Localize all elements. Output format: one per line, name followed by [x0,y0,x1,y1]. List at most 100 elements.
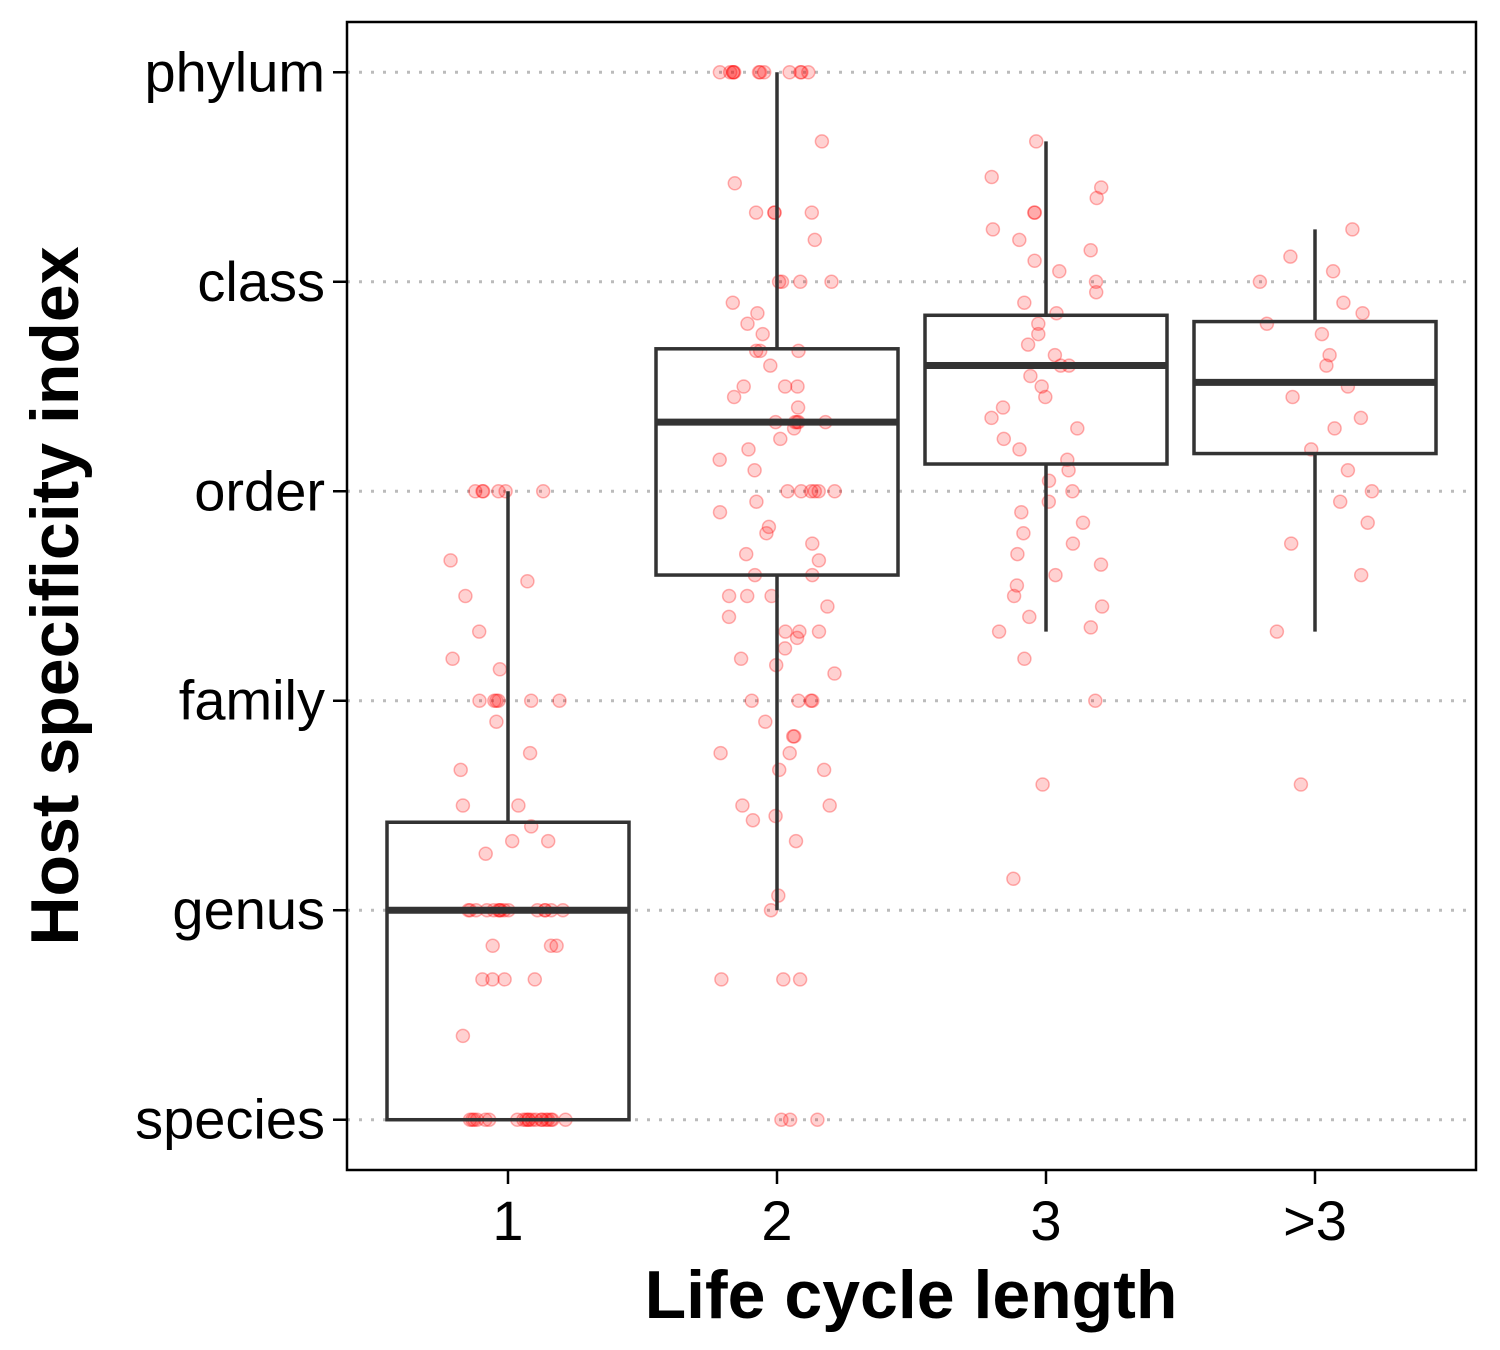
data-point [1022,609,1037,625]
data-point [827,484,842,499]
data-point [1070,421,1085,436]
data-point [814,134,830,149]
data-point [740,316,755,331]
data-point [492,662,508,677]
y-axis-title: Host specificity index [17,246,93,945]
data-point [807,232,823,248]
data-point [727,176,743,191]
data-point [1052,264,1067,279]
data-point [527,972,543,987]
data-point [1047,347,1063,363]
data-point [725,295,741,310]
data-point [758,714,773,729]
data-point [778,624,793,639]
data-point [1093,557,1109,572]
x-tick-label-1: 2 [761,1189,792,1252]
data-point [1010,546,1025,562]
data-point [790,379,805,394]
data-point [767,205,782,220]
data-point [520,574,535,589]
data-point [489,714,504,729]
data-point [726,389,742,405]
y-tick-label-class: class [197,250,325,313]
data-point [535,484,551,499]
y-tick-label-phylum: phylum [144,40,325,103]
data-point [822,798,837,813]
data-point [497,972,512,987]
data-point [744,693,760,708]
data-point [712,504,728,520]
data-point [1269,624,1285,639]
data-point [498,484,513,499]
data-point [712,65,728,80]
data-point [793,65,808,80]
data-point [1048,567,1063,583]
data-point [1031,326,1046,342]
data-point [1340,463,1356,478]
data-point [984,410,999,426]
data-point [792,972,808,987]
data-point [777,641,793,656]
data-point [485,938,500,954]
x-tick-label-0: 1 [492,1189,523,1252]
y-tick-label-order: order [194,459,325,522]
data-point [722,65,738,80]
data-point [1049,305,1064,321]
data-point [755,326,770,342]
data-point [771,274,787,290]
data-point [747,463,762,478]
data-point [751,65,767,80]
data-point [1353,410,1369,426]
data-point [801,65,816,80]
box-3 [1192,229,1438,632]
data-point [443,553,458,568]
data-point [1360,515,1375,530]
data-point [1014,504,1029,520]
box-iqr [385,820,631,1122]
data-point [725,65,741,80]
data-point [1006,871,1021,887]
data-point [540,833,556,849]
x-tick-label-2: 3 [1030,1189,1061,1252]
data-point [790,400,806,415]
data-point [1016,525,1031,541]
data-point [780,484,795,499]
data-point [468,484,483,499]
data-point [793,274,808,290]
data-point [787,729,802,744]
data-point [1034,379,1049,394]
box-2 [923,141,1169,632]
data-point [1088,693,1103,708]
data-point [810,1112,825,1127]
data-point [455,798,471,813]
data-point [1017,295,1032,310]
x-tick-label-3: >3 [1283,1189,1347,1252]
data-point [794,65,809,80]
data-point [996,431,1012,447]
data-point [824,274,839,290]
data-point [1065,536,1081,551]
data-point [803,693,819,708]
data-point [773,431,788,447]
data-point [721,609,737,625]
data-point [805,536,820,551]
data-point [1259,316,1275,331]
data-point [1293,777,1309,792]
data-point [792,624,807,639]
data-point [1027,205,1042,220]
data-point [733,651,749,667]
data-point [811,624,827,639]
data-point [485,972,500,987]
data-point [1012,442,1027,457]
data-point [1285,389,1300,405]
data-point [1089,190,1104,206]
data-point [793,484,809,499]
data-point [820,599,835,614]
data-point [1364,484,1380,499]
data-point [726,65,741,80]
data-point [1065,484,1080,499]
data-point [1035,777,1050,792]
data-point [776,972,791,987]
data-point [714,972,729,987]
